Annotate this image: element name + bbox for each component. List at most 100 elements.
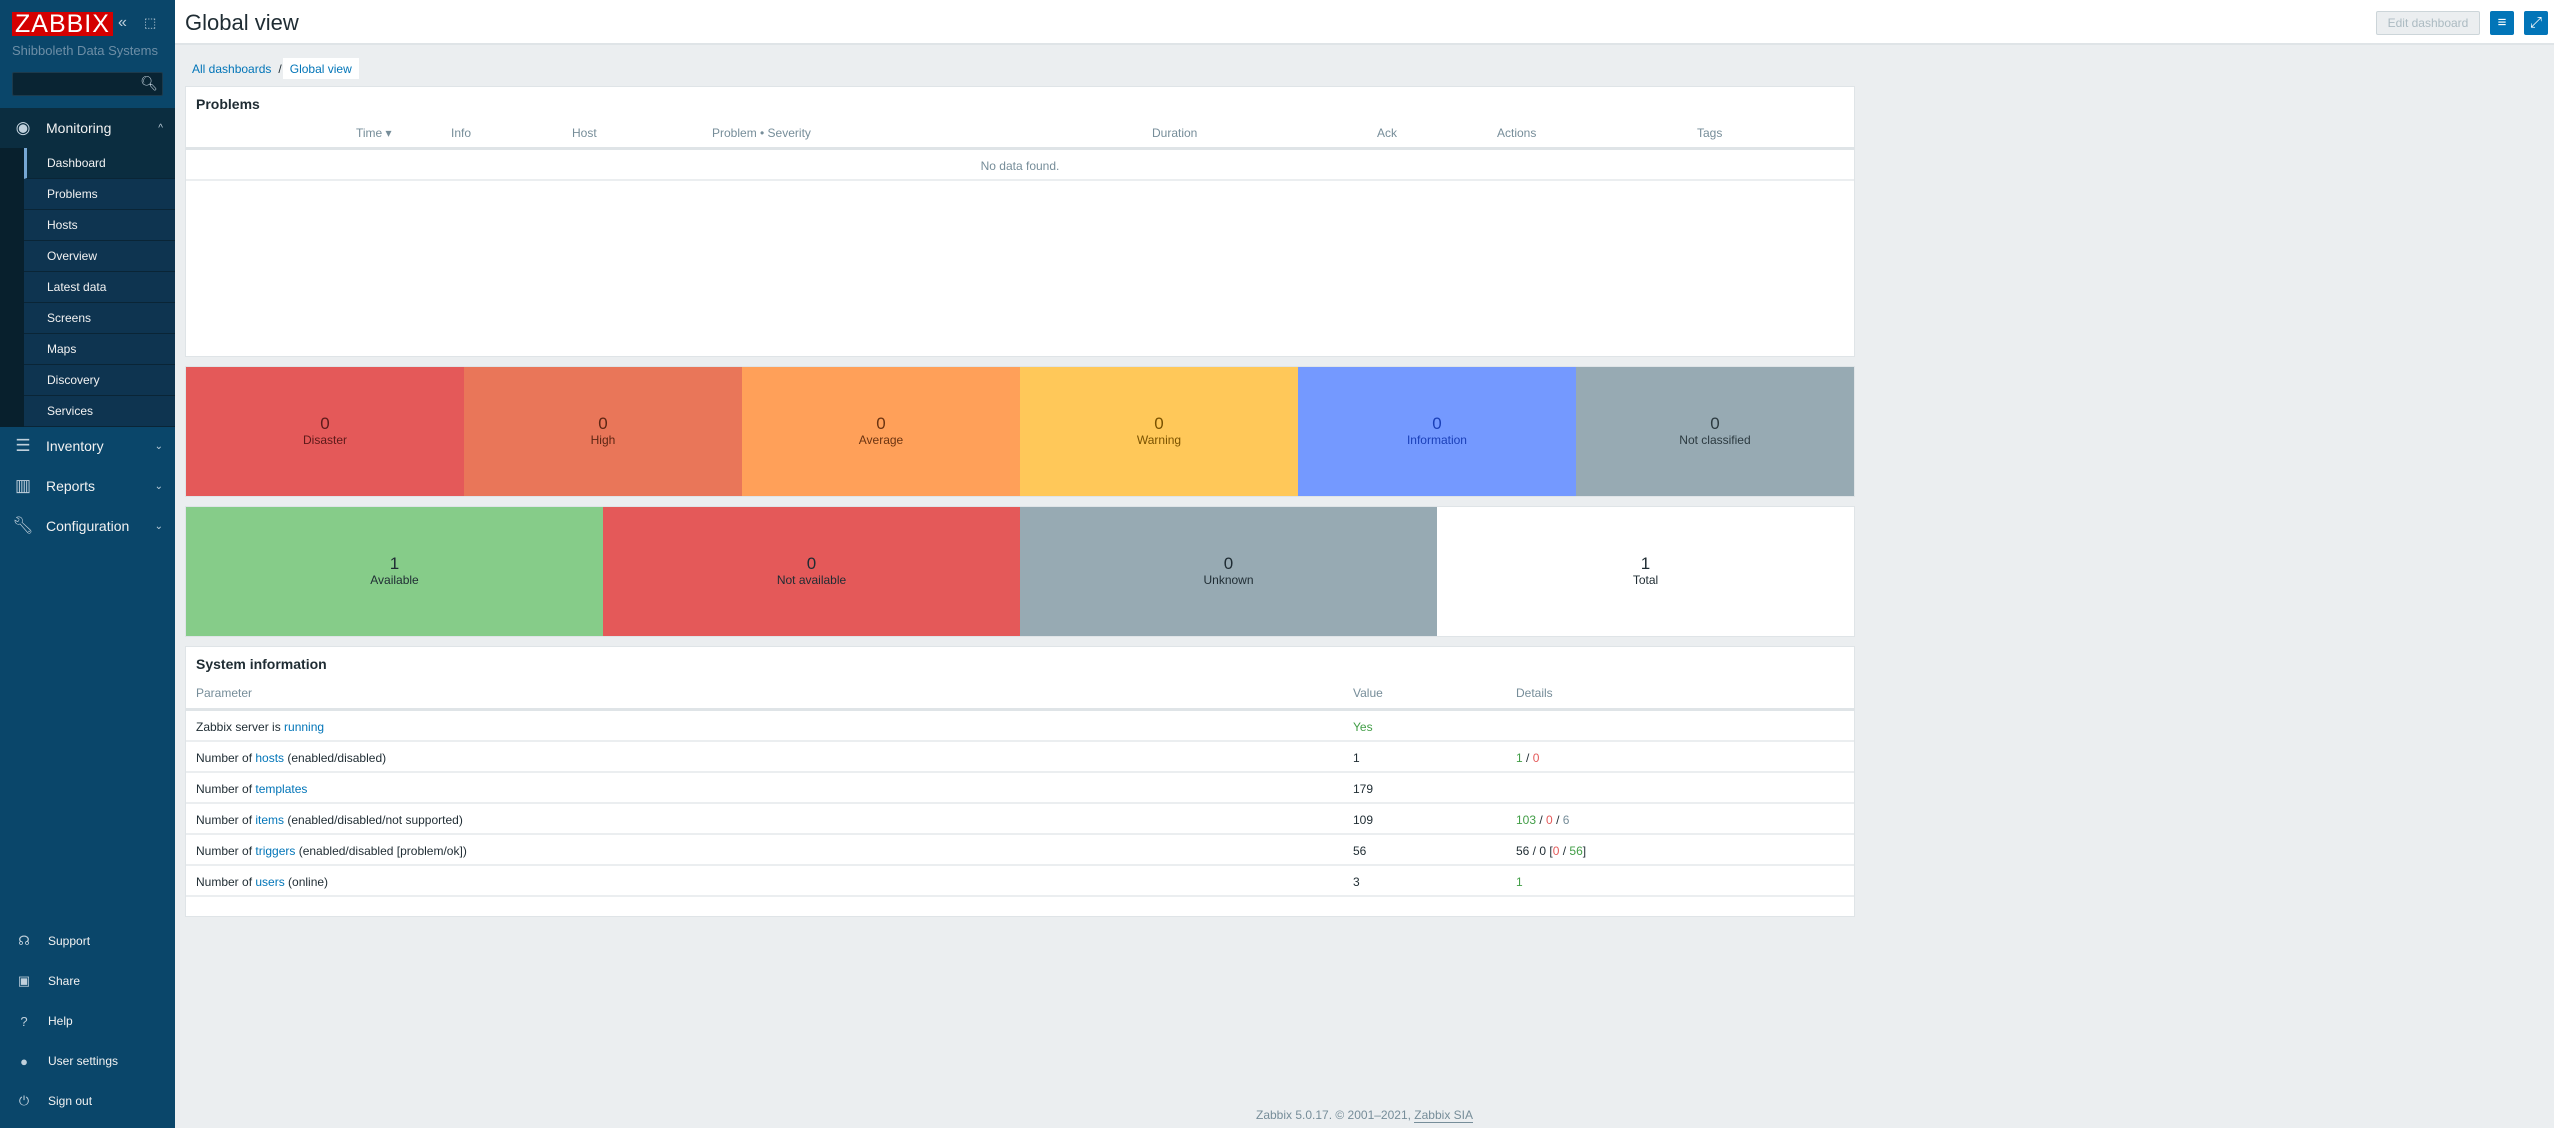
detail-part: / [1536,813,1547,827]
menu-share[interactable]: ▣ Share [0,961,175,1001]
edit-dashboard-button[interactable]: Edit dashboard [2376,11,2480,35]
fullscreen-icon[interactable]: ⤢ [2524,11,2548,35]
severity-tile-disaster[interactable]: 0 Disaster [186,367,464,496]
menu-label: Inventory [46,438,104,454]
breadcrumb: All dashboards / Global view [185,57,360,80]
menu-label: Reports [46,478,96,494]
value: 109 [1353,813,1374,827]
value: 179 [1353,782,1374,796]
chevron-up-icon: ^ [158,122,163,134]
zabbix-logo[interactable]: ZABBIX [12,12,113,37]
submenu-screens[interactable]: Screens [24,303,175,334]
footer: Zabbix 5.0.17. © 2001–2021, Zabbix SIA [175,1108,2554,1123]
problems-widget: Problems Time ▾ Info Host Problem • Seve… [185,86,1855,357]
detail-part: 56 [1569,844,1583,858]
label: Warning [1136,432,1182,447]
col-info: Info [451,126,472,140]
severity-tile-high[interactable]: 0 High [463,367,742,496]
zabbix-sia-link[interactable]: Zabbix SIA [1414,1108,1473,1123]
param-link[interactable]: running [284,720,325,734]
count: 1 [389,553,400,573]
severity-tile-warning[interactable]: 0 Warning [1020,367,1298,496]
param-link[interactable]: triggers [255,844,296,858]
submenu-services[interactable]: Services [24,396,175,427]
severity-tile-average[interactable]: 0 Average [741,367,1020,496]
menu-reports[interactable]: ▥ Reports ⌄ [0,466,175,506]
menu-icon[interactable]: ≡ [2490,11,2514,35]
table-row: Number of items (enabled/disabled/not su… [186,804,1854,835]
kiosk-mode-icon[interactable]: ⬚ [144,15,157,30]
breadcrumb-all-dashboards[interactable]: All dashboards [192,61,272,76]
param-link[interactable]: users [255,875,285,889]
detail-part: 1 [1516,875,1523,889]
submenu-overview[interactable]: Overview [24,241,175,272]
value: 1 [1353,751,1360,765]
severity-tile-not-classified[interactable]: 0 Not classified [1576,367,1854,496]
list-icon: ☰ [15,436,31,455]
severity-tile-information[interactable]: 0 Information [1297,367,1576,496]
submenu-hosts[interactable]: Hosts [24,210,175,241]
chevron-down-icon: ⌄ [154,440,163,452]
param-text: (online) [284,875,329,889]
detail-part: 0 [1532,751,1540,765]
detail-part: / [1559,844,1570,858]
submenu-latest-data[interactable]: Latest data [24,272,175,303]
value: Yes [1353,720,1373,734]
submenu-maps[interactable]: Maps [24,334,175,365]
menu-configuration[interactable]: 🔧︎ Configuration ⌄ [0,506,175,546]
col-problem-severity[interactable]: Problem • Severity [712,126,811,140]
submenu-problems[interactable]: Problems [24,179,175,210]
param-text: Number of [196,751,256,765]
sidebar: ZABBIX « ⬚ Shibboleth Data Systems 🔍︎ ◉ M… [0,0,175,1128]
menu-label: Configuration [46,518,130,534]
copyright-text: Zabbix 5.0.17. © 2001–2021, [1256,1108,1415,1122]
availability-tile-unknown[interactable]: 0 Unknown [1020,507,1437,636]
headset-icon: ☊ [18,933,30,948]
label: Disaster [302,432,347,447]
submenu-dashboard[interactable]: Dashboard [24,148,175,179]
menu-inventory[interactable]: ☰ Inventory ⌄ [0,426,175,466]
parameter: Number of templates [196,782,307,796]
menu-label: Help [48,1014,73,1028]
menu-help[interactable]: ? Help [0,1001,175,1041]
col-value: Value [1353,686,1383,700]
collapse-sidebar-icon[interactable]: « [118,14,127,31]
widget-title: Problems [196,96,260,112]
search-icon[interactable]: 🔍︎ [140,75,158,91]
param-text: Number of [196,875,256,889]
menu-sign-out[interactable]: ⏻ Sign out [0,1081,175,1121]
host-availability-widget: 1 Available 0 Not available 0 Unknown 1 Total [185,506,1855,637]
menu-label: Sign out [48,1094,93,1108]
chevron-down-icon: ⌄ [154,480,163,492]
label: Not classified [1679,432,1751,447]
col-details: Details [1516,686,1553,700]
availability-tile-total[interactable]: 1 Total [1437,507,1854,636]
power-icon: ⏻ [18,1093,30,1108]
col-actions: Actions [1497,126,1537,140]
search-input[interactable] [13,73,133,95]
availability-tile-not-available[interactable]: 0 Not available [603,507,1020,636]
col-parameter: Parameter [196,686,253,700]
param-text: Number of [196,844,256,858]
availability-tile-available[interactable]: 1 Available [186,507,603,636]
param-link[interactable]: templates [255,782,308,796]
table-row: Number of hosts (enabled/disabled) 1 1 / 0 [186,742,1854,773]
count: 0 [1432,413,1442,433]
menu-monitoring[interactable]: ◉ Monitoring ^ [0,108,175,148]
col-time[interactable]: Time ▾ [356,126,392,140]
param-link[interactable]: hosts [255,751,285,765]
detail-part: 0 [1546,813,1553,827]
param-text: (enabled/disabled [problem/ok]) [295,844,467,858]
menu-user-settings[interactable]: ● User settings [0,1041,175,1081]
col-host[interactable]: Host [572,126,597,140]
table-row: Zabbix server is running Yes [186,711,1854,742]
count: 0 [876,413,886,433]
table-row: Number of templates 179 [186,773,1854,804]
col-ack: Ack [1377,126,1398,140]
menu-label: Support [48,934,91,948]
menu-support[interactable]: ☊ Support [0,921,175,961]
eye-icon: ◉ [15,118,31,137]
param-link[interactable]: items [255,813,285,827]
breadcrumb-current[interactable]: Global view [281,57,360,80]
submenu-discovery[interactable]: Discovery [24,365,175,396]
